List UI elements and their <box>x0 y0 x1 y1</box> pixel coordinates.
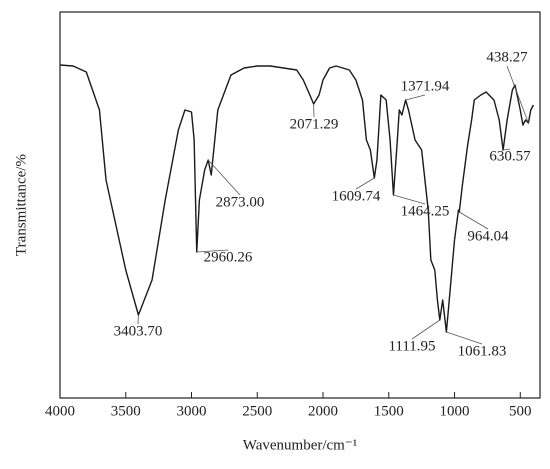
peak-label: 2873.00 <box>216 194 265 210</box>
annotation-leader <box>355 177 375 190</box>
peak-label: 438.27 <box>486 49 528 65</box>
peak-label: 2960.26 <box>204 249 253 265</box>
annotation-leader <box>446 331 483 345</box>
x-tick-label: 2500 <box>242 403 272 419</box>
peak-label: 630.57 <box>489 148 531 164</box>
x-tick-label: 2000 <box>308 403 338 419</box>
spectrum-line <box>59 64 535 333</box>
annotation-leader <box>207 159 241 196</box>
peak-label: 3403.70 <box>114 323 163 339</box>
peak-label: 2071.29 <box>290 116 339 132</box>
annotation-leader <box>459 211 489 230</box>
y-axis-label: Transmittance/% <box>13 154 29 256</box>
peak-label: 1111.95 <box>388 338 435 354</box>
annotation-leader <box>196 249 229 253</box>
peak-label: 1609.74 <box>332 188 381 204</box>
peak-label: 1061.83 <box>458 343 507 359</box>
annotation-leader <box>411 319 441 340</box>
annotation-leader <box>506 65 529 124</box>
peak-label: 964.04 <box>467 228 509 244</box>
x-tick-label: 3500 <box>111 403 141 419</box>
plot-frame <box>59 11 541 399</box>
peak-label: 1371.94 <box>401 78 450 94</box>
annotation-leader <box>393 194 426 205</box>
x-axis-label: Wavenumber/cm⁻¹ <box>243 437 358 453</box>
x-tick-label: 500 <box>509 403 532 419</box>
annotation-leader <box>405 94 426 101</box>
x-tick-label: 1000 <box>440 403 470 419</box>
annotation-leader <box>503 148 511 151</box>
x-tick-label: 1500 <box>374 403 404 419</box>
x-tick-label: 3000 <box>177 403 207 419</box>
peak-label: 1464.25 <box>401 203 450 219</box>
x-tick-label: 4000 <box>45 403 75 419</box>
